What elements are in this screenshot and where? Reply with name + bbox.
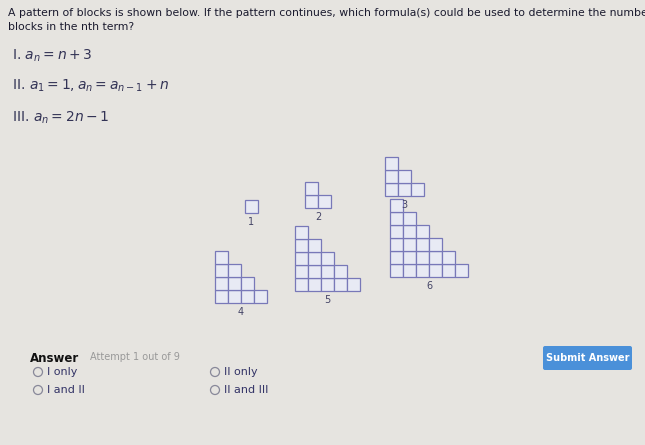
Bar [403,264,416,277]
Bar [228,264,241,277]
Bar [295,239,308,252]
Bar [305,182,318,195]
Bar [390,225,403,238]
Bar [429,264,442,277]
Text: 4: 4 [238,307,244,317]
Bar [385,157,398,170]
Bar [295,226,308,239]
Text: Attempt 1 out of 9: Attempt 1 out of 9 [90,352,180,362]
FancyBboxPatch shape [543,346,632,370]
Bar [228,277,241,290]
Bar [416,264,429,277]
Bar [398,170,411,183]
Bar [442,251,455,264]
Bar [308,239,321,252]
Bar [398,183,411,196]
Text: I and II: I and II [47,385,85,395]
Bar [215,277,228,290]
Bar [390,264,403,277]
Text: 5: 5 [324,295,331,305]
Bar [321,278,334,291]
Bar [254,290,267,303]
Bar [295,278,308,291]
Bar [245,200,258,213]
Bar [390,199,403,212]
Bar [416,238,429,251]
Bar [334,278,347,291]
Bar [305,195,318,208]
Bar [215,251,228,264]
Bar [241,290,254,303]
Bar [390,212,403,225]
Text: I. $a_n = n + 3$: I. $a_n = n + 3$ [12,48,92,65]
Bar [385,183,398,196]
Bar [228,290,241,303]
Text: II and III: II and III [224,385,268,395]
Bar [318,195,331,208]
Text: I only: I only [47,367,77,377]
Bar [403,238,416,251]
Text: 1: 1 [248,217,255,227]
Bar [308,278,321,291]
Text: A pattern of blocks is shown below. If the pattern continues, which formula(s) c: A pattern of blocks is shown below. If t… [8,8,645,18]
Bar [442,264,455,277]
Bar [215,290,228,303]
Bar [295,265,308,278]
Bar [215,264,228,277]
Bar [411,183,424,196]
Text: II. $a_1 = 1, a_n = a_{n-1} + n$: II. $a_1 = 1, a_n = a_{n-1} + n$ [12,78,169,94]
Bar [295,252,308,265]
Bar [403,225,416,238]
Bar [455,264,468,277]
Bar [385,170,398,183]
Text: blocks in the nth term?: blocks in the nth term? [8,22,134,32]
Text: Submit Answer: Submit Answer [546,353,630,363]
Text: 3: 3 [401,200,408,210]
Bar [321,252,334,265]
Text: II only: II only [224,367,257,377]
Bar [241,277,254,290]
Bar [390,238,403,251]
Text: Answer: Answer [30,352,79,365]
Bar [347,278,360,291]
Text: 6: 6 [426,281,432,291]
Bar [403,212,416,225]
Bar [334,265,347,278]
Text: III. $a_n = 2n - 1$: III. $a_n = 2n - 1$ [12,110,110,126]
Bar [429,238,442,251]
Bar [308,252,321,265]
Bar [308,265,321,278]
Bar [390,251,403,264]
Bar [429,251,442,264]
Bar [321,265,334,278]
Bar [416,251,429,264]
Text: 2: 2 [315,212,321,222]
Bar [403,251,416,264]
Bar [416,225,429,238]
